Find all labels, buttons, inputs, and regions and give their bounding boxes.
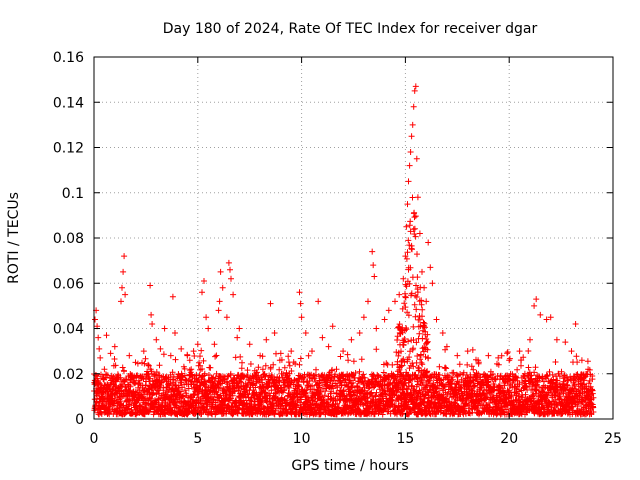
y-tick-label: 0 <box>75 412 84 428</box>
data-points <box>91 83 597 418</box>
y-axis-label: ROTI / TECUs <box>6 192 22 284</box>
x-tick-label: 25 <box>604 431 622 447</box>
x-tick-label: 10 <box>293 431 311 447</box>
axis-ticks <box>93 56 614 420</box>
y-tick-label: 0.12 <box>53 141 84 157</box>
grid-lines <box>94 57 613 419</box>
y-tick-label: 0.1 <box>62 186 84 202</box>
x-tick-labels: 0 5 10 15 20 25 <box>90 431 622 447</box>
y-tick-label: 0.08 <box>53 231 84 247</box>
y-tick-label: 0.16 <box>53 50 84 66</box>
x-tick-label: 5 <box>193 431 202 447</box>
x-tick-label: 0 <box>90 431 99 447</box>
y-tick-label: 0.06 <box>53 276 84 292</box>
x-tick-label: 15 <box>396 431 414 447</box>
y-tick-labels: 0 0.02 0.04 0.06 0.08 0.1 0.12 0.14 0.16 <box>53 50 84 428</box>
x-axis-label: GPS time / hours <box>291 458 408 474</box>
y-tick-label: 0.02 <box>53 367 84 383</box>
x-tick-label: 20 <box>500 431 518 447</box>
roti-series-markers <box>91 83 597 418</box>
chart-title: Day 180 of 2024, Rate Of TEC Index for r… <box>163 21 538 37</box>
y-tick-label: 0.14 <box>53 95 84 111</box>
y-tick-label: 0.04 <box>53 322 84 338</box>
